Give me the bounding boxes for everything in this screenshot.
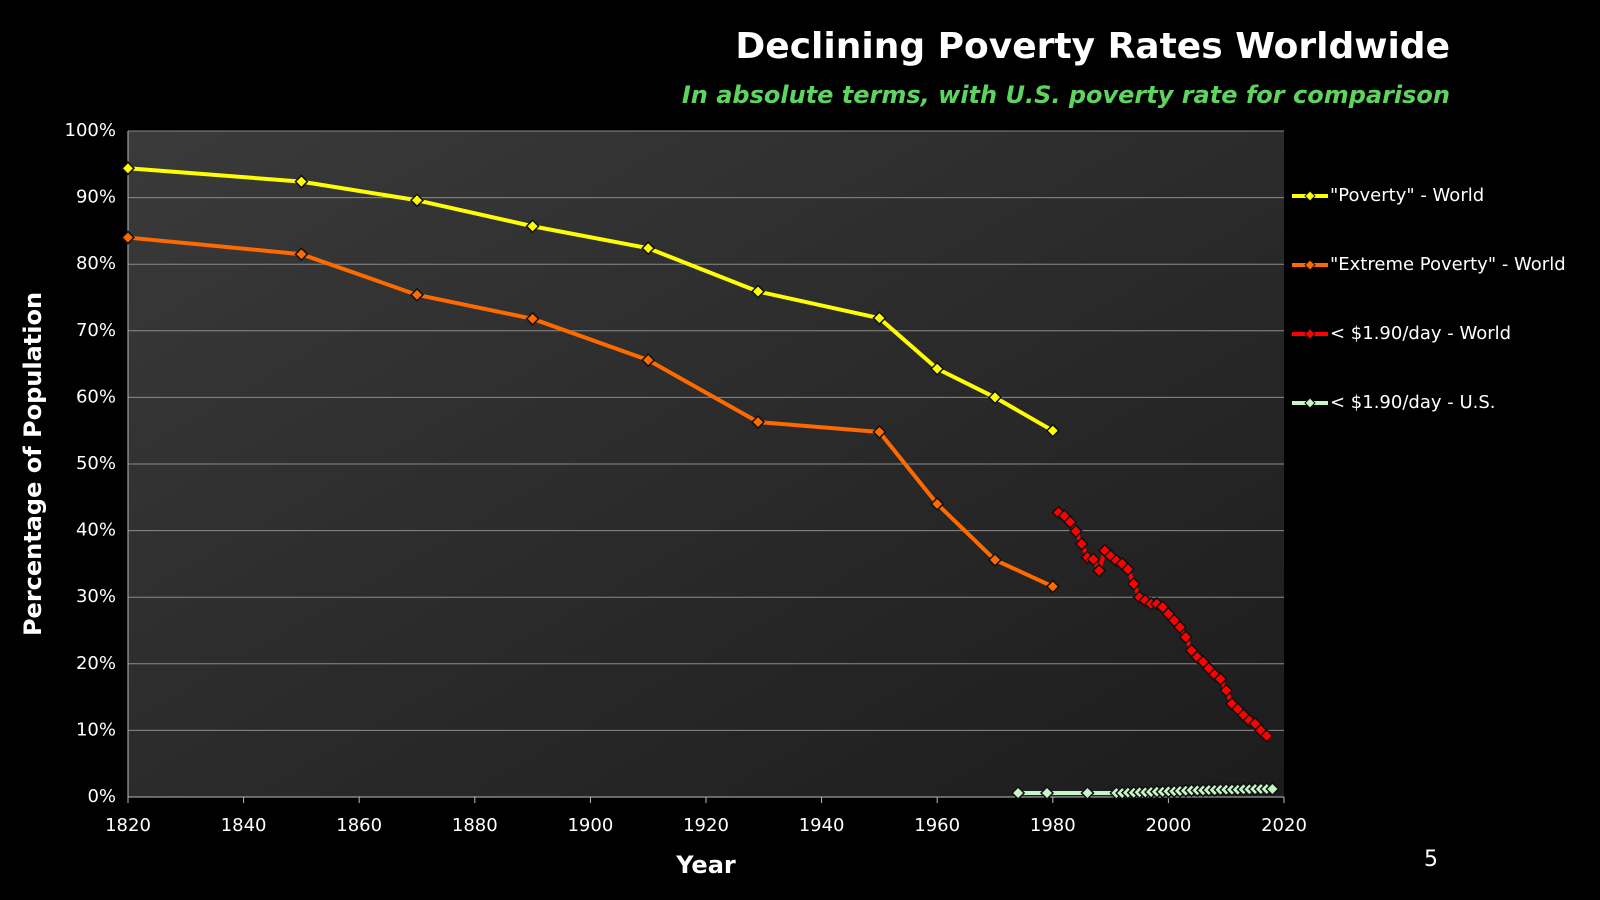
- y-axis-title: Percentage of Population: [19, 292, 47, 636]
- x-tick-label: 1940: [799, 815, 845, 836]
- data-point: [1086, 552, 1101, 567]
- x-tick-label: 1960: [914, 815, 960, 836]
- y-tick-label: 90%: [76, 187, 116, 208]
- data-point: [1259, 728, 1274, 743]
- data-point: [1068, 524, 1083, 539]
- x-tick-label: 2000: [1145, 815, 1191, 836]
- data-point: [120, 161, 136, 176]
- y-tick-label: 60%: [76, 386, 116, 407]
- data-point: [1219, 683, 1234, 698]
- data-point: [930, 361, 945, 376]
- legend-marker: [1304, 397, 1316, 409]
- y-tick-label: 30%: [76, 586, 116, 607]
- data-point: [750, 284, 766, 299]
- data-point: [1011, 785, 1026, 801]
- x-tick-label: 1840: [221, 815, 267, 836]
- data-point: [409, 193, 425, 208]
- data-point: [294, 174, 309, 189]
- x-tick-label: 1920: [683, 815, 729, 836]
- chart-subtitle: In absolute terms, with U.S. poverty rat…: [682, 81, 1450, 109]
- data-point: [750, 414, 766, 430]
- x-tick-label: 1820: [105, 815, 151, 836]
- y-tick-label: 100%: [65, 120, 116, 141]
- legend-label: "Extreme Poverty" - World: [1330, 254, 1566, 275]
- data-point: [987, 390, 1003, 405]
- x-tick-label: 2020: [1261, 815, 1307, 836]
- x-tick-label: 1980: [1030, 815, 1076, 836]
- x-tick-label: 1900: [567, 815, 613, 836]
- legend-marker: [1304, 190, 1316, 202]
- data-point: [1045, 423, 1060, 438]
- page-number: 5: [1424, 847, 1438, 872]
- data-point: [872, 311, 887, 326]
- y-tick-label: 70%: [76, 320, 116, 341]
- data-point: [525, 219, 540, 234]
- data-point: [1172, 620, 1188, 635]
- legend-label: < $1.90/day - U.S.: [1330, 392, 1496, 413]
- data-point: [294, 247, 309, 262]
- data-point: [1063, 514, 1078, 530]
- data-point: [120, 230, 136, 245]
- data-point: [1178, 630, 1193, 645]
- x-tick-label: 1880: [452, 815, 498, 836]
- data-point: [930, 496, 945, 512]
- y-tick-label: 0%: [87, 786, 116, 807]
- legend-label: "Poverty" - World: [1330, 185, 1484, 206]
- y-tick-label: 80%: [76, 253, 116, 274]
- data-point: [1120, 562, 1136, 577]
- data-point: [1265, 781, 1280, 797]
- data-point: [1091, 563, 1107, 578]
- data-point: [641, 353, 656, 368]
- data-point: [525, 311, 540, 326]
- y-tick-label: 10%: [76, 719, 116, 740]
- series-line: [127, 166, 1054, 433]
- data-point: [1074, 536, 1089, 551]
- x-axis-title: Year: [675, 851, 736, 879]
- data-point: [1126, 576, 1141, 591]
- data-point: [1045, 579, 1060, 594]
- data-point: [1039, 785, 1055, 801]
- chart-title: Declining Poverty Rates Worldwide: [735, 26, 1450, 67]
- legend-marker: [1304, 328, 1316, 340]
- y-tick-label: 50%: [76, 453, 116, 474]
- data-point: [409, 287, 425, 302]
- x-tick-label: 1860: [336, 815, 382, 836]
- data-point: [1080, 785, 1095, 801]
- data-point: [1213, 672, 1228, 687]
- y-tick-label: 40%: [76, 520, 116, 541]
- data-point: [987, 552, 1003, 567]
- series-line: [127, 235, 1054, 589]
- data-point: [872, 424, 887, 440]
- legend-label: < $1.90/day - World: [1330, 323, 1511, 344]
- legend-marker: [1304, 259, 1316, 271]
- data-point: [641, 241, 656, 256]
- y-tick-label: 20%: [76, 653, 116, 674]
